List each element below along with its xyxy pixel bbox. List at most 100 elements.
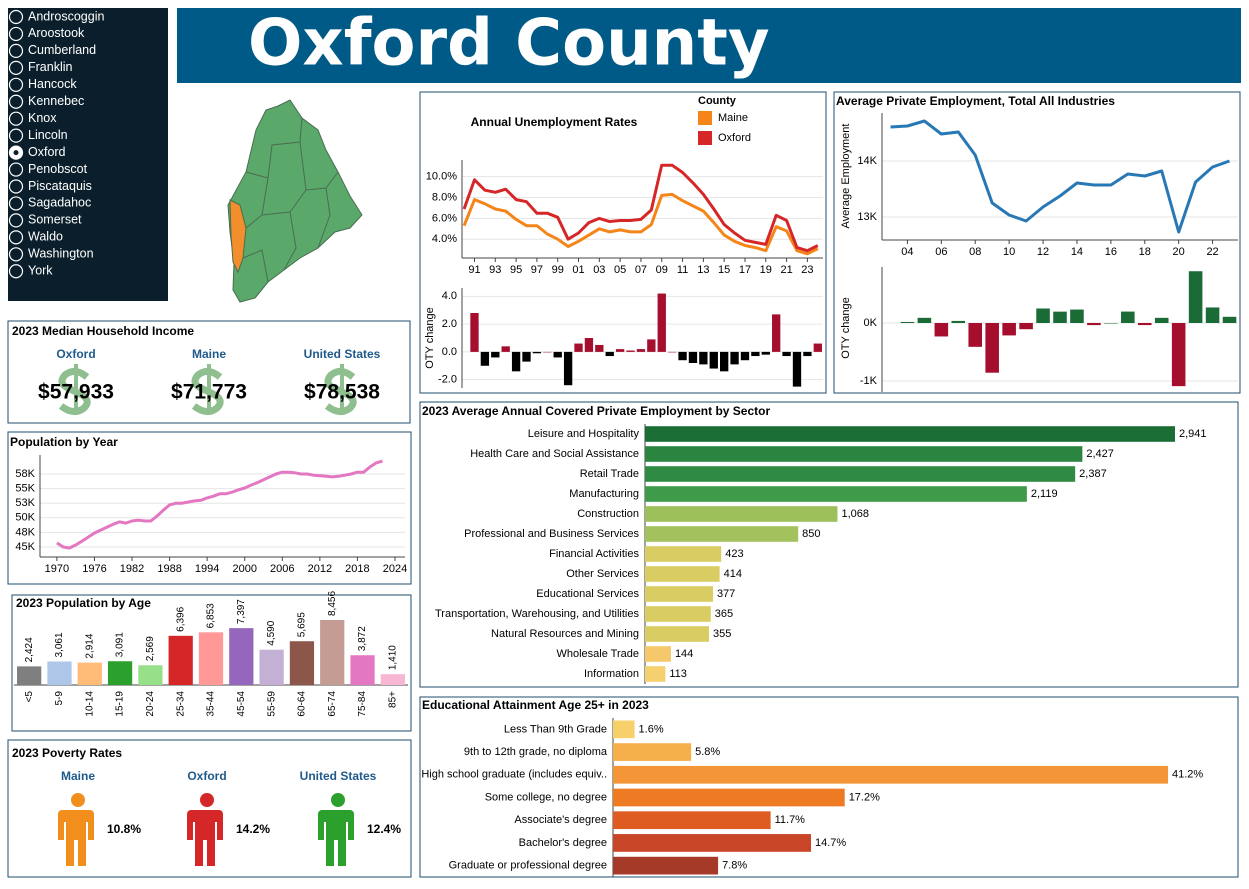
x-tick-label: 21 — [780, 264, 792, 276]
bar — [470, 313, 479, 352]
value-label: 6,396 — [175, 606, 186, 631]
x-tick-label: 19 — [760, 264, 772, 276]
county-label[interactable]: Lincoln — [28, 128, 68, 142]
bar — [289, 641, 315, 685]
legend-swatch[interactable] — [698, 131, 712, 145]
legend-title: County — [698, 95, 737, 107]
category-label: Wholesale Trade — [556, 648, 639, 660]
chart-title: 2023 Population by Age — [16, 596, 151, 610]
poverty-value: 10.8% — [107, 822, 141, 836]
bar — [1070, 309, 1084, 324]
legend-label[interactable]: Oxford — [718, 132, 751, 144]
county-label[interactable]: Sagadahoc — [28, 196, 91, 210]
series-line — [56, 459, 383, 550]
county-radio[interactable] — [8, 162, 24, 177]
bar — [17, 666, 42, 685]
education-panel — [419, 696, 1239, 878]
county-radio[interactable] — [8, 26, 24, 42]
county-label[interactable]: Somerset — [28, 213, 82, 227]
chart-title: Population by Year — [10, 435, 118, 449]
bar — [645, 486, 1027, 502]
county-radio[interactable] — [8, 213, 24, 228]
x-tick-label: 06 — [935, 246, 947, 258]
county-label[interactable]: Penobscot — [28, 162, 88, 176]
county-label[interactable]: Hancock — [28, 77, 77, 91]
value-label: 3,061 — [54, 632, 65, 657]
bar — [678, 351, 687, 361]
county-label[interactable]: Kennebec — [28, 94, 84, 108]
person-icon — [187, 810, 223, 866]
bar — [259, 649, 284, 685]
bar — [553, 351, 562, 358]
legend-label[interactable]: Maine — [718, 112, 748, 124]
county-label[interactable]: Knox — [28, 111, 57, 125]
bar — [543, 351, 552, 353]
category-label: High school graduate (includes equiv.. — [421, 769, 607, 781]
county-radio[interactable] — [8, 179, 24, 194]
county-radio[interactable] — [8, 94, 24, 109]
bar — [968, 323, 983, 347]
county-label[interactable]: Waldo — [28, 230, 63, 244]
series-line — [462, 163, 819, 253]
value-label: 423 — [725, 548, 743, 560]
bar — [720, 351, 729, 372]
bar — [917, 317, 932, 324]
poverty-value: 14.2% — [236, 822, 270, 836]
category-label: Less Than 9th Grade — [504, 723, 607, 735]
bar — [574, 343, 583, 352]
bar — [77, 662, 102, 685]
county-label[interactable]: Oxford — [28, 145, 66, 159]
x-tick-label: 10-14 — [84, 691, 95, 717]
map-state — [227, 99, 363, 303]
category-label: Leisure and Hospitality — [528, 428, 640, 440]
income-name: Oxford — [56, 347, 95, 361]
county-label[interactable]: Franklin — [28, 60, 73, 74]
bar — [626, 350, 635, 352]
person-icon — [58, 810, 94, 866]
bar — [138, 665, 163, 685]
county-label[interactable]: Androscoggin — [28, 9, 104, 23]
bar — [751, 351, 760, 357]
bar — [511, 351, 521, 372]
income-name: United States — [304, 347, 381, 361]
county-radio[interactable] — [8, 230, 24, 245]
county-radio[interactable] — [8, 247, 24, 262]
county-radio[interactable] — [8, 264, 24, 279]
bar — [709, 351, 718, 369]
y-tick-label: -2.0 — [438, 374, 457, 386]
x-tick-label: 16 — [1105, 246, 1117, 258]
y-tick-label: 8.0% — [432, 191, 457, 203]
county-label[interactable]: Cumberland — [28, 43, 96, 57]
x-tick-label: 2024 — [383, 563, 407, 575]
county-label[interactable]: York — [28, 264, 53, 278]
category-label: Some college, no degree — [485, 791, 607, 803]
county-radio[interactable] — [8, 77, 24, 92]
map-border — [317, 187, 331, 249]
bar — [1188, 271, 1203, 324]
y-tick-label: 50K — [15, 512, 35, 524]
income-value: $57,933 — [38, 381, 114, 404]
value-label: 2,569 — [145, 636, 156, 661]
dollar-icon — [191, 368, 224, 415]
county-radio[interactable] — [8, 9, 24, 25]
county-label[interactable]: Washington — [28, 247, 94, 261]
bar — [645, 466, 1076, 482]
category-label: Natural Resources and Mining — [491, 628, 639, 640]
legend-swatch[interactable] — [698, 111, 712, 125]
x-tick-label: 11 — [677, 264, 688, 276]
county-radio[interactable] — [8, 60, 24, 75]
county-label[interactable]: Piscataquis — [28, 179, 92, 193]
x-tick-label: 04 — [901, 246, 913, 258]
county-radio[interactable] — [8, 196, 24, 211]
county-radio[interactable] — [8, 111, 24, 126]
x-tick-label: 23 — [801, 264, 813, 276]
bar — [1222, 316, 1237, 324]
county-radio[interactable] — [8, 43, 24, 59]
county-radio[interactable] — [8, 128, 24, 143]
x-tick-label: 12 — [1037, 246, 1049, 258]
bar — [740, 351, 750, 361]
map-border — [299, 141, 339, 191]
x-tick-label: 97 — [531, 264, 543, 276]
x-tick-label: 1988 — [157, 563, 181, 575]
county-label[interactable]: Aroostook — [28, 26, 85, 40]
